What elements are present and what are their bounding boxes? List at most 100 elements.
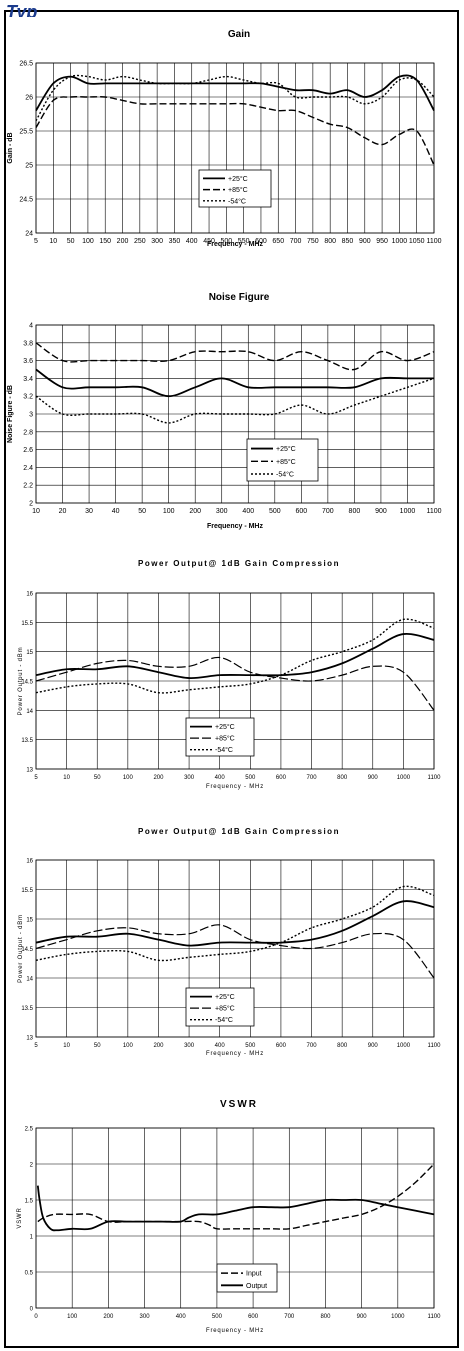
legend-label: -54°C (215, 1016, 233, 1024)
x-tick-label: 1100 (426, 508, 441, 515)
y-tick-label: 1.5 (25, 1199, 34, 1205)
x-tick-label: 800 (337, 775, 348, 781)
x-tick-label: 800 (349, 508, 361, 515)
x-tick-label: 50 (138, 508, 146, 515)
y-axis-label: Gain - dB (7, 132, 14, 163)
plot-area (35, 62, 435, 234)
x-tick-label: 300 (216, 508, 228, 515)
legend-label: -54°C (215, 746, 233, 754)
y-tick-label: 25 (25, 163, 33, 170)
x-tick-label: 500 (212, 1314, 223, 1320)
legend-label: +85°C (215, 735, 235, 743)
x-tick-label: 40 (112, 508, 120, 515)
y-tick-label: 2.4 (23, 465, 33, 472)
x-tick-label: 800 (320, 1314, 331, 1320)
x-tick-label: 900 (357, 1314, 368, 1320)
x-tick-label: 1000 (392, 238, 408, 245)
x-tick-label: 100 (123, 1043, 134, 1049)
x-tick-label: 200 (103, 1314, 114, 1320)
series-line-1 (35, 74, 435, 112)
x-tick-label: 950 (376, 238, 388, 245)
x-tick-label: 200 (189, 508, 201, 515)
x-tick-label: 10 (49, 238, 57, 245)
y-tick-label: 25.5 (19, 129, 33, 136)
x-tick-label: 350 (169, 238, 181, 245)
x-tick-label: 400 (242, 508, 254, 515)
x-tick-label: 900 (375, 508, 387, 515)
legend-label: +25°C (228, 175, 248, 183)
chart-title: Noise Figure (209, 292, 270, 303)
x-tick-label: 200 (153, 1043, 164, 1049)
y-tick-label: 2 (29, 501, 33, 508)
legend: +25°C +85°C -54°C (246, 438, 319, 482)
y-tick-label: 3.2 (23, 394, 33, 401)
y-tick-label: 14.5 (21, 947, 33, 953)
x-tick-label: 1100 (426, 238, 441, 245)
legend-label: Output (246, 1283, 267, 1290)
chart-5: VSWR 0 0.5 1 1.5 2 2.5 0 100 200 300 400 500 600 700 80… (17, 1099, 441, 1334)
series-line-2 (35, 342, 435, 371)
y-tick-label: 16 (26, 859, 33, 865)
legend-label: +85°C (215, 1005, 235, 1013)
x-tick-label: 5 (34, 238, 38, 245)
series-line-1 (35, 368, 434, 398)
series-line-3 (35, 377, 435, 424)
legend-label: +25°C (276, 445, 296, 453)
x-tick-label: 450 (203, 238, 215, 245)
series-line-3 (35, 885, 435, 962)
x-tick-label: 700 (284, 1314, 295, 1320)
series-line-1 (37, 1163, 435, 1230)
x-tick-label: 600 (276, 1043, 287, 1049)
y-tick-label: 14 (26, 977, 33, 983)
x-tick-label: 700 (307, 1043, 318, 1049)
series-line-2 (36, 1185, 435, 1232)
legend-label: +85°C (228, 186, 248, 194)
x-tick-label: 800 (324, 238, 336, 245)
x-tick-label: 30 (85, 508, 93, 515)
y-tick-label: 14 (26, 709, 33, 715)
y-tick-label: 24.5 (19, 197, 33, 204)
x-tick-label: 300 (151, 238, 163, 245)
chart-title: VSWR (220, 1099, 258, 1110)
x-axis-label: Frequency - MHz (206, 1051, 264, 1057)
y-tick-label: 3.4 (23, 376, 33, 383)
y-tick-label: 13 (26, 768, 33, 774)
x-tick-label: 700 (290, 238, 302, 245)
y-axis-label: Noise Figure - dB (7, 385, 14, 443)
series-line-3 (35, 74, 435, 122)
y-tick-label: 3.8 (23, 340, 33, 347)
x-tick-label: 50 (94, 1043, 101, 1049)
x-tick-label: 400 (186, 238, 198, 245)
series-line-2 (35, 96, 435, 166)
x-tick-label: 650 (272, 238, 284, 245)
y-tick-label: 15.5 (21, 888, 33, 894)
x-tick-label: 500 (245, 775, 256, 781)
legend: +25°C +85°C -54°C (185, 987, 255, 1027)
x-tick-label: 900 (368, 1043, 379, 1049)
series-line-2 (35, 656, 435, 711)
y-axis-label: VSWR (17, 1207, 23, 1228)
x-tick-label: 600 (276, 775, 287, 781)
y-tick-label: 14.5 (21, 680, 33, 686)
legend: +25°C +85°C -54°C (198, 169, 272, 208)
x-tick-label: 800 (337, 1043, 348, 1049)
chart-4: Power Output@ 1dB Gain Compression 13 13.5… (18, 827, 441, 1057)
x-tick-label: 300 (184, 1043, 195, 1049)
y-tick-label: 15 (26, 650, 33, 656)
x-axis-label: Frequency - MHz (206, 1328, 264, 1334)
x-tick-label: 700 (322, 508, 334, 515)
x-tick-label: 200 (117, 238, 129, 245)
chart-title: Power Output@ 1dB Gain Compression (138, 559, 340, 568)
x-tick-label: 400 (176, 1314, 187, 1320)
x-tick-label: 1100 (428, 1043, 442, 1049)
y-tick-label: 1 (30, 1235, 34, 1241)
x-axis-label: Frequency - MHz (206, 784, 264, 790)
plot-area (35, 1127, 435, 1309)
legend-label: -54°C (228, 197, 246, 205)
header-fragment: Typ (6, 3, 38, 17)
chart-title: Power Output@ 1dB Gain Compression (138, 827, 340, 836)
x-tick-label: 300 (140, 1314, 151, 1320)
y-tick-label: 0.5 (25, 1271, 34, 1277)
y-tick-label: 13.5 (21, 738, 33, 744)
